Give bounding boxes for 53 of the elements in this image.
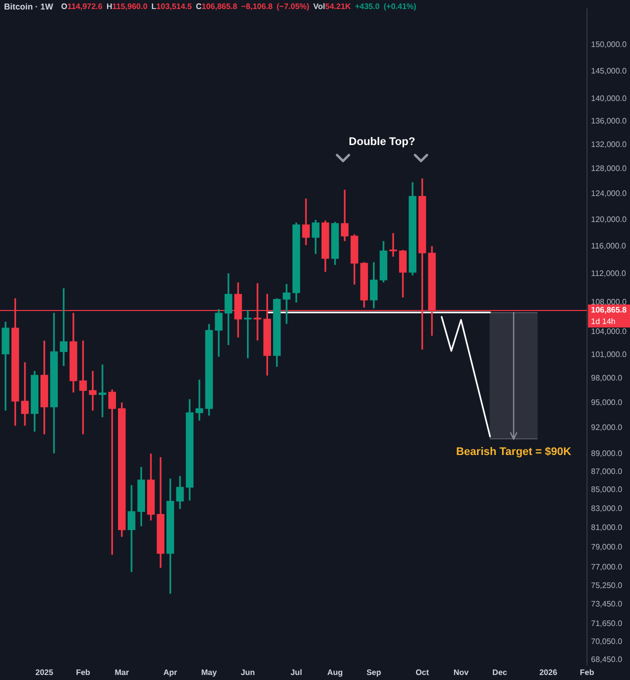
- y-tick-label: 145,000.0: [591, 66, 628, 76]
- y-tick-label: 87,000.0: [591, 466, 623, 476]
- y-tick-label: 104,000.0: [591, 326, 628, 336]
- y-tick-label: 85,000.0: [591, 485, 623, 494]
- chart-title: Bitcoin · 1W: [4, 1, 54, 12]
- x-tick-label: 2025: [35, 668, 54, 678]
- candlestick: [282, 284, 290, 324]
- y-tick-label: 124,000.0: [591, 189, 628, 198]
- y-tick-label: 71,650.0: [591, 619, 623, 628]
- candlestick: [98, 364, 106, 418]
- y-tick-label: 136,000.0: [591, 116, 628, 126]
- y-tick-label: 68,450.0: [591, 655, 623, 664]
- x-tick-label: Sep: [366, 668, 382, 678]
- y-tick-label: 92,000.0: [591, 423, 623, 432]
- x-tick-label: Dec: [492, 668, 508, 678]
- annotation: Bearish Target = $90K: [456, 446, 572, 458]
- y-tick-label: 108,000.0: [591, 297, 628, 306]
- y-tick-label: 83,000.0: [591, 504, 623, 513]
- y-tick-label: 112,000.0: [591, 268, 627, 278]
- x-tick-label: Feb: [580, 668, 594, 678]
- x-tick-label: Aug: [327, 668, 343, 678]
- ref-line-label: 106,865.8: [591, 306, 628, 315]
- x-tick-label: Apr: [163, 668, 178, 678]
- y-tick-label: 98,000.0: [591, 374, 623, 383]
- x-tick-label: Jun: [240, 668, 256, 678]
- y-tick-label: 89,000.0: [591, 449, 623, 458]
- y-tick-label: 116,000.0: [591, 241, 627, 250]
- y-tick-label: 70,050.0: [591, 636, 623, 646]
- x-tick-label: Jul: [290, 668, 302, 678]
- x-tick-label: May: [201, 668, 218, 678]
- candlestick: [128, 485, 136, 572]
- x-tick-label: 2026: [539, 668, 558, 678]
- x-tick-label: Nov: [453, 668, 470, 678]
- y-tick-label: 132,000.0: [591, 140, 628, 150]
- y-tick-label: 150,000.0: [591, 40, 628, 49]
- annotation: Double Top?: [348, 136, 416, 148]
- y-tick-label: 140,000.0: [591, 94, 628, 103]
- text: 1d 14h: [591, 317, 616, 326]
- y-tick-label: 120,000.0: [591, 214, 628, 224]
- candlestick: [21, 362, 29, 426]
- y-tick-label: 101,000.0: [591, 350, 628, 359]
- y-tick-label: 75,250.0: [591, 580, 623, 590]
- y-tick-label: 95,000.0: [591, 398, 623, 407]
- y-tick-label: 81,000.0: [591, 523, 623, 532]
- candlestick: [79, 340, 87, 434]
- x-tick-label: Mar: [114, 668, 129, 678]
- y-tick-label: 73,450.0: [591, 600, 623, 609]
- x-tick-label: Feb: [76, 668, 90, 678]
- y-tick-label: 79,000.0: [591, 542, 623, 552]
- text: O114,972.6 H115,960.0 L103,514.5 C106,865.8 −8,106.8 (−7.05%) Vol54.21K +435.0 (+0.41%): [61, 2, 416, 12]
- x-tick-label: Oct: [416, 668, 430, 678]
- y-tick-label: 128,000.0: [591, 164, 628, 174]
- y-tick-label: 77,000.0: [591, 562, 623, 572]
